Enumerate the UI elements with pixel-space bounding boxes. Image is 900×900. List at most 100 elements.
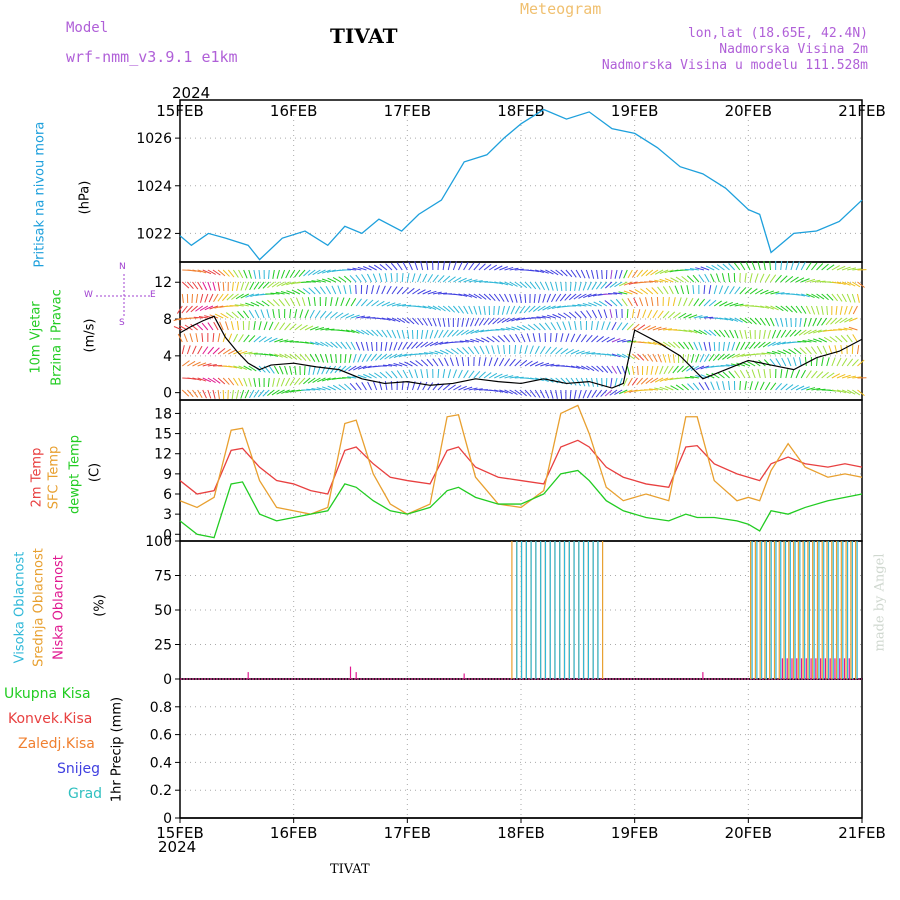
wind-barb — [704, 273, 710, 283]
wind-barb — [569, 281, 572, 292]
wind-barb — [662, 353, 667, 363]
wind-barb — [345, 297, 351, 307]
wind-barb — [181, 293, 184, 303]
wind-barb — [198, 315, 208, 319]
wind-barb — [657, 353, 662, 363]
wind-barb — [473, 280, 483, 283]
wind-barb — [438, 357, 444, 367]
wind-barb — [841, 374, 851, 379]
wind-barb — [856, 293, 860, 303]
wind-barb — [519, 281, 528, 289]
wind-barb — [272, 269, 275, 279]
wind-barb — [213, 321, 219, 331]
wind-barb — [290, 297, 296, 307]
wind-barb — [357, 266, 367, 271]
wind-barb — [618, 281, 628, 287]
precip-legend-freezing: Zaledj.Kisa — [18, 736, 95, 752]
wind-barb — [650, 269, 659, 276]
wind-barb — [289, 377, 296, 386]
wind-barb — [324, 296, 327, 307]
wind-barb — [417, 305, 427, 309]
wind-barb — [722, 381, 725, 391]
wind-barb — [504, 389, 513, 395]
wind-barb — [492, 317, 500, 325]
wind-barb — [739, 329, 743, 339]
wind-barb — [181, 305, 188, 314]
wind-barb — [261, 300, 270, 307]
wind-barb — [698, 298, 706, 307]
wind-barb — [422, 381, 428, 391]
wind-barb — [208, 293, 214, 303]
wind-barb — [468, 262, 475, 271]
wind-barb — [546, 314, 556, 319]
wind-barb — [831, 389, 841, 393]
wind-barb — [447, 305, 456, 313]
wind-barb — [626, 323, 634, 331]
wind-barb — [857, 281, 865, 288]
wind-barb — [343, 365, 352, 372]
wind-barb — [248, 365, 257, 372]
y-tick-label: 50 — [154, 603, 172, 619]
wind-barb — [293, 377, 301, 386]
wind-barb — [514, 359, 522, 367]
wind-barb — [560, 389, 563, 400]
wind-barb — [574, 321, 577, 331]
wind-barb — [349, 383, 357, 391]
wind-barb — [663, 328, 673, 331]
wind-barb — [555, 269, 564, 276]
wind-barb — [626, 365, 631, 375]
wind-barb — [243, 334, 250, 343]
wind-barb — [396, 317, 406, 323]
wind-barb — [811, 387, 821, 391]
wind-barb — [401, 329, 405, 339]
wind-barb — [322, 269, 331, 274]
wind-barb — [303, 377, 311, 385]
wind-barb — [349, 285, 352, 295]
wind-barb — [749, 329, 752, 340]
wind-barb — [724, 329, 730, 338]
wind-barb — [678, 329, 688, 332]
wind-barb — [722, 263, 730, 271]
wind-barb — [704, 353, 710, 362]
wind-barb — [698, 382, 705, 391]
wind-barb — [202, 377, 212, 383]
wind-barb — [724, 302, 733, 307]
wind-barb — [775, 358, 782, 367]
wind-barb — [713, 341, 716, 352]
wind-barb — [570, 349, 580, 355]
wind-barb — [504, 358, 511, 367]
wind-barb — [200, 293, 204, 303]
wind-barb — [499, 374, 508, 379]
wind-barb — [234, 304, 244, 307]
wind-barb — [437, 275, 445, 283]
model-label: Model — [66, 20, 109, 36]
wind-barb — [509, 358, 516, 367]
wind-barb — [552, 305, 561, 310]
wind-barb — [274, 338, 283, 343]
wind-barb — [560, 333, 564, 343]
wind-barb — [703, 316, 714, 319]
wind-barb — [785, 369, 789, 379]
wind-barb — [409, 360, 418, 367]
wind-barb — [350, 314, 360, 319]
wind-barb — [763, 369, 766, 379]
wind-barb — [826, 372, 835, 379]
wind-barb — [319, 353, 324, 363]
wind-barb — [207, 322, 214, 331]
wind-barb — [580, 269, 586, 279]
wind-barb — [813, 338, 822, 343]
wind-barb — [499, 266, 508, 271]
wind-barb — [195, 333, 199, 343]
wind-barb — [332, 384, 342, 391]
wind-barb — [442, 305, 451, 313]
wind-barb — [230, 321, 234, 331]
wind-barb — [207, 389, 212, 399]
x-tick-label-top: 20FEB — [725, 102, 772, 120]
wind-barb — [816, 317, 823, 327]
wind-barb — [800, 369, 806, 379]
wind-barb — [286, 389, 295, 394]
wind-barb — [741, 353, 751, 357]
wind-barb — [519, 359, 528, 367]
wind-barb — [488, 293, 496, 301]
wind-barb — [614, 281, 623, 288]
